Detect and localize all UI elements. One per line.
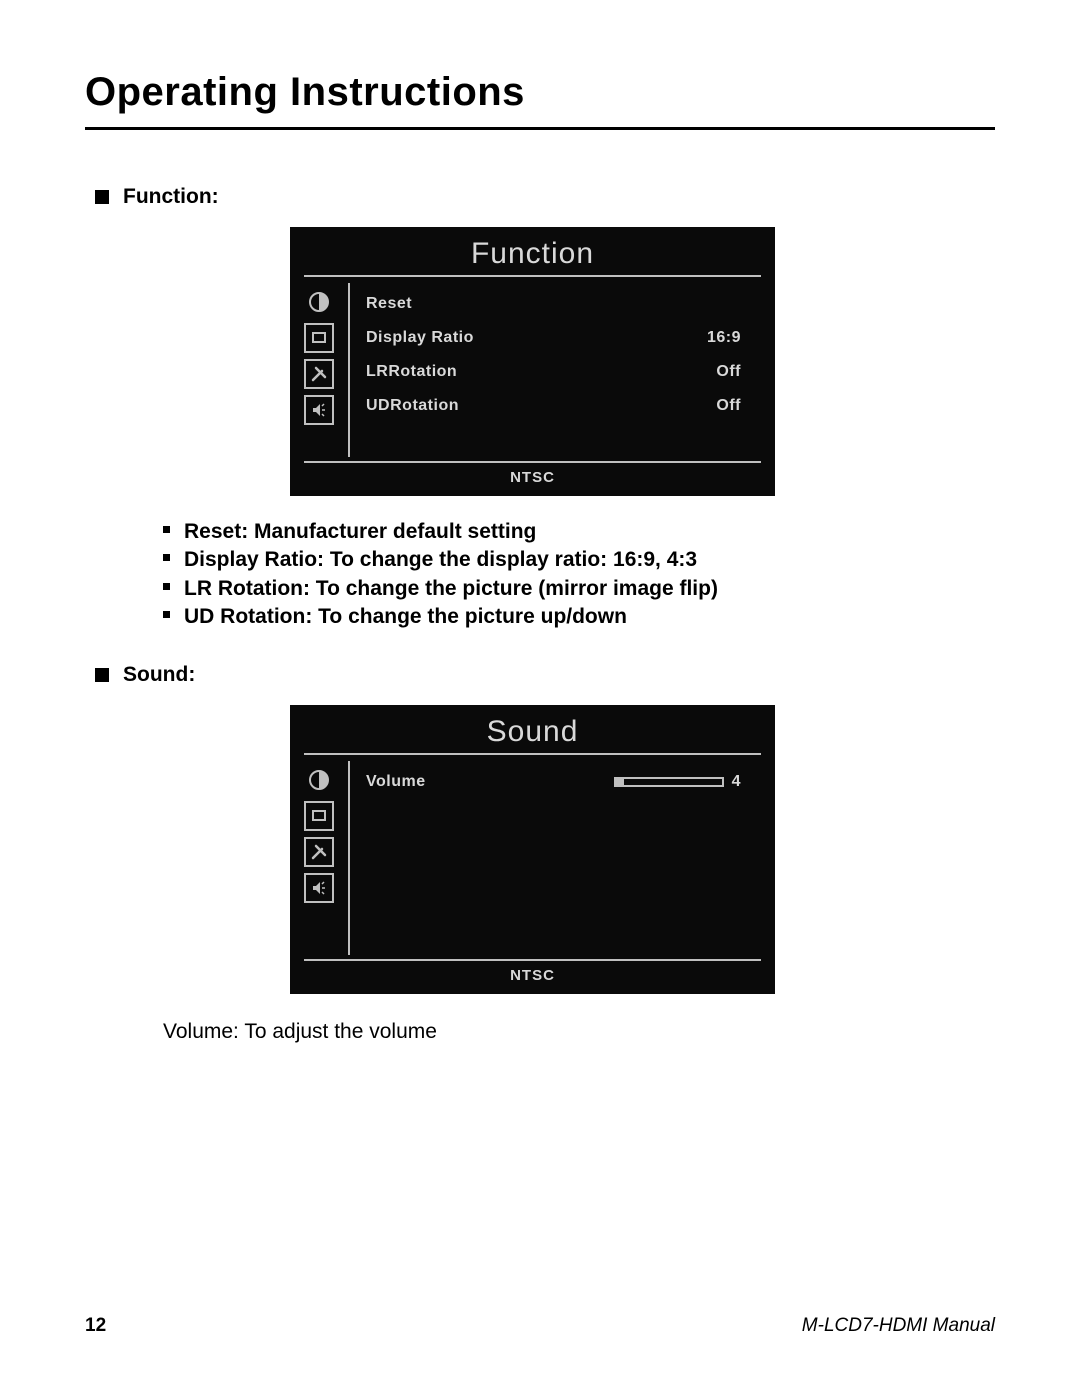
osd-footer: NTSC [290, 463, 775, 488]
title-rule [85, 127, 995, 130]
bullet: LR Rotation: To change the picture (mirr… [163, 575, 995, 603]
volume-bar: 4 [614, 773, 741, 791]
osd-row: Volume 4 [366, 765, 761, 799]
bullet: Display Ratio: To change the display rat… [163, 546, 995, 574]
volume-fill [616, 779, 624, 785]
volume-value: 4 [732, 773, 741, 791]
sound-osd-rows: Volume 4 [350, 761, 761, 955]
osd-row-label: Display Ratio [366, 329, 474, 347]
sound-icon [304, 873, 334, 903]
tools-icon [304, 359, 334, 389]
page-number: 12 [85, 1315, 106, 1337]
osd-row-value: 16:9 [707, 329, 741, 347]
sound-osd-title: Sound [290, 705, 775, 753]
sound-heading: Sound: [95, 663, 995, 687]
contrast-icon [304, 765, 334, 795]
sound-icon [304, 395, 334, 425]
sound-note: Volume: To adjust the volume [163, 1020, 995, 1044]
manual-name: M-LCD7-HDMI Manual [802, 1315, 995, 1337]
display-icon [304, 323, 334, 353]
bullet: Reset: Manufacturer default setting [163, 518, 995, 546]
volume-label: Volume [366, 773, 426, 791]
sound-osd: Sound Volume 4 [290, 705, 775, 994]
osd-row-label: Reset [366, 295, 412, 313]
osd-row-value: Off [716, 363, 741, 381]
tools-icon [304, 837, 334, 867]
volume-track [614, 777, 724, 787]
contrast-icon [304, 287, 334, 317]
function-osd-rows: Reset Display Ratio 16:9 LRRotation Off … [350, 283, 761, 457]
bullet: UD Rotation: To change the picture up/do… [163, 603, 995, 631]
function-heading: Function: [95, 185, 995, 209]
osd-row: LRRotation Off [366, 355, 761, 389]
function-osd-title: Function [290, 227, 775, 275]
display-icon [304, 801, 334, 831]
osd-row-label: UDRotation [366, 397, 459, 415]
osd-row: Reset [366, 287, 761, 321]
osd-icon-column [304, 283, 350, 457]
osd-row-label: LRRotation [366, 363, 457, 381]
osd-icon-column [304, 761, 350, 955]
function-osd: Function Reset Display Ratio 16:9 [290, 227, 775, 496]
function-bullets: Reset: Manufacturer default setting Disp… [163, 518, 995, 631]
osd-row: Display Ratio 16:9 [366, 321, 761, 355]
page-title: Operating Instructions [85, 70, 995, 115]
osd-footer: NTSC [290, 961, 775, 986]
osd-row-value: Off [716, 397, 741, 415]
page-footer: 12 M-LCD7-HDMI Manual [85, 1315, 995, 1337]
osd-row: UDRotation Off [366, 389, 761, 423]
